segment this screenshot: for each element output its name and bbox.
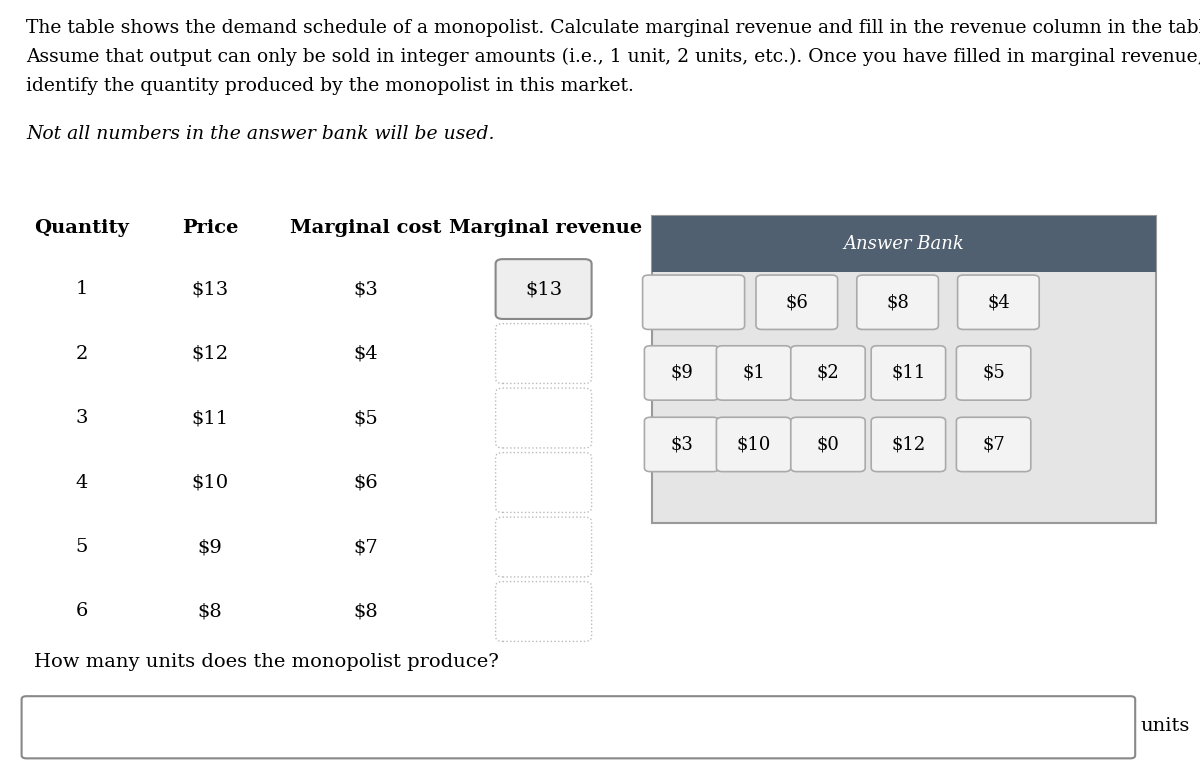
Text: 1: 1: [76, 280, 88, 298]
Text: $0: $0: [816, 435, 840, 454]
Text: $8: $8: [354, 602, 378, 621]
Text: $13: $13: [191, 280, 229, 298]
Text: $11: $11: [192, 409, 228, 427]
FancyBboxPatch shape: [857, 275, 938, 329]
Text: identify the quantity produced by the monopolist in this market.: identify the quantity produced by the mo…: [26, 77, 635, 95]
FancyBboxPatch shape: [643, 275, 744, 329]
Text: $5: $5: [354, 409, 378, 427]
Text: $10: $10: [192, 473, 228, 492]
FancyBboxPatch shape: [958, 275, 1039, 329]
FancyBboxPatch shape: [871, 346, 946, 400]
FancyBboxPatch shape: [956, 346, 1031, 400]
Bar: [652, 216, 1156, 523]
FancyBboxPatch shape: [496, 517, 592, 577]
Text: 5: 5: [76, 538, 88, 556]
FancyBboxPatch shape: [496, 388, 592, 448]
FancyBboxPatch shape: [716, 346, 791, 400]
FancyBboxPatch shape: [756, 275, 838, 329]
FancyBboxPatch shape: [22, 696, 1135, 758]
FancyBboxPatch shape: [496, 323, 592, 383]
FancyBboxPatch shape: [716, 417, 791, 472]
Text: $4: $4: [354, 344, 378, 363]
Text: 6: 6: [76, 602, 88, 621]
Text: $5: $5: [983, 364, 1004, 382]
Text: $8: $8: [886, 293, 910, 312]
Text: $12: $12: [192, 344, 228, 363]
Text: $9: $9: [670, 364, 694, 382]
Text: units: units: [1140, 717, 1189, 736]
Text: Answer Bank: Answer Bank: [844, 235, 964, 253]
FancyBboxPatch shape: [791, 417, 865, 472]
FancyBboxPatch shape: [956, 417, 1031, 472]
FancyBboxPatch shape: [644, 346, 719, 400]
Text: $11: $11: [892, 364, 925, 382]
Text: Not all numbers in the answer bank will be used.: Not all numbers in the answer bank will …: [26, 125, 494, 143]
Text: Marginal revenue: Marginal revenue: [450, 219, 642, 237]
Text: 3: 3: [76, 409, 88, 427]
FancyBboxPatch shape: [496, 452, 592, 513]
FancyBboxPatch shape: [871, 417, 946, 472]
Bar: [652, 216, 1156, 272]
Text: Price: Price: [182, 219, 238, 237]
Text: How many units does the monopolist produce?: How many units does the monopolist produ…: [34, 653, 498, 671]
Text: The table shows the demand schedule of a monopolist. Calculate marginal revenue : The table shows the demand schedule of a…: [26, 19, 1200, 37]
Text: $7: $7: [354, 538, 378, 556]
Text: $7: $7: [983, 435, 1004, 454]
Text: 2: 2: [76, 344, 88, 363]
FancyBboxPatch shape: [496, 581, 592, 642]
Text: $12: $12: [892, 435, 925, 454]
Text: 4: 4: [76, 473, 88, 492]
FancyBboxPatch shape: [791, 346, 865, 400]
Text: $8: $8: [198, 602, 222, 621]
Text: $9: $9: [198, 538, 222, 556]
Text: $13: $13: [524, 280, 563, 298]
Text: $2: $2: [817, 364, 839, 382]
FancyBboxPatch shape: [496, 260, 592, 319]
Text: $4: $4: [988, 293, 1009, 312]
Text: $6: $6: [354, 473, 378, 492]
FancyBboxPatch shape: [644, 417, 719, 472]
Text: $6: $6: [785, 293, 809, 312]
Text: $3: $3: [354, 280, 378, 298]
Text: $1: $1: [742, 364, 766, 382]
Text: Marginal cost: Marginal cost: [290, 219, 442, 237]
Text: $10: $10: [737, 435, 770, 454]
Text: $3: $3: [670, 435, 694, 454]
Text: Quantity: Quantity: [34, 219, 130, 237]
Text: Assume that output can only be sold in integer amounts (i.e., 1 unit, 2 units, e: Assume that output can only be sold in i…: [26, 48, 1200, 66]
